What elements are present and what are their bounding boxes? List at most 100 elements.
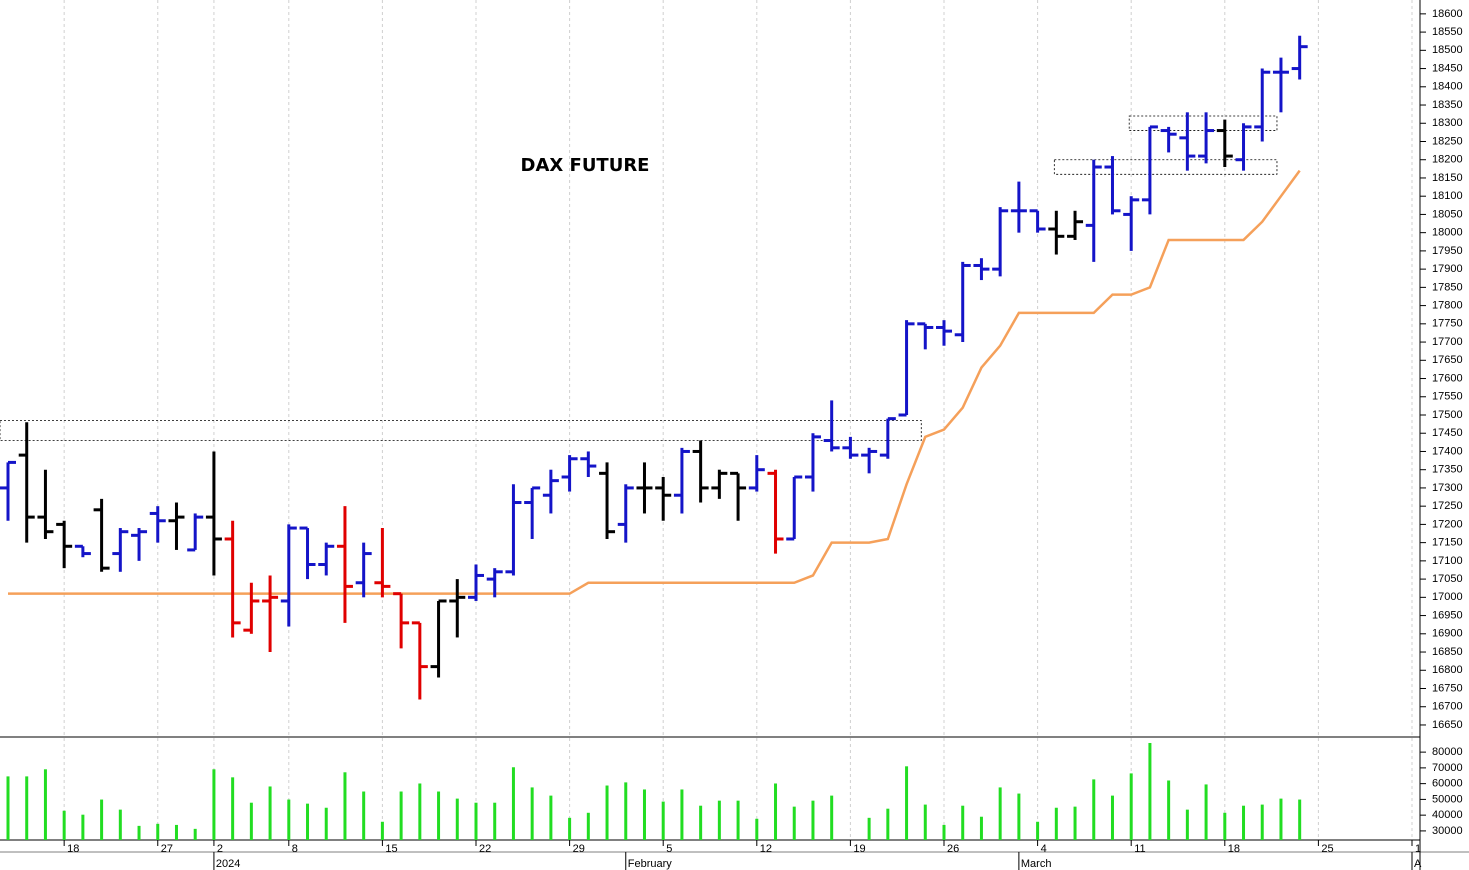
volume-bar [6, 776, 10, 840]
volume-bar [1223, 812, 1227, 840]
y-tick-label: 16800 [1432, 664, 1463, 676]
x-tick-label: 15 [385, 843, 397, 855]
volume-bar [324, 807, 328, 840]
y-tick-label: 18200 [1432, 154, 1463, 166]
y-tick-label: 17850 [1432, 281, 1463, 293]
volume-bar [886, 808, 890, 840]
y-tick-label: 17400 [1432, 445, 1463, 457]
x-tick-label: 19 [853, 843, 865, 855]
volume-bar [343, 772, 347, 840]
volume-bar [792, 806, 796, 840]
volume-bar [231, 777, 235, 840]
y-tick-label: 17700 [1432, 336, 1463, 348]
y-tick-label: 18600 [1432, 8, 1463, 20]
volume-bar [867, 817, 871, 840]
month-label: March [1021, 858, 1052, 870]
volume-bar [1298, 799, 1302, 840]
volume-bar [1054, 807, 1058, 840]
y-tick-label: 17200 [1432, 518, 1463, 530]
month-label: A [1414, 858, 1422, 870]
x-tick-label: 8 [292, 843, 298, 855]
volume-bar [736, 800, 740, 840]
volume-bar [549, 795, 553, 840]
x-tick-label: 25 [1321, 843, 1333, 855]
y-tick-label: 18500 [1432, 44, 1463, 56]
x-tick-label: 22 [479, 843, 491, 855]
volume-bar [137, 825, 141, 840]
volume-bar [605, 785, 609, 840]
volume-bar [493, 802, 497, 840]
y-tick-label: 17900 [1432, 263, 1463, 275]
y-tick-label: 18350 [1432, 99, 1463, 111]
volume-bar [1204, 784, 1208, 840]
y-tick-label: 18100 [1432, 190, 1463, 202]
y-tick-label: 60000 [1432, 778, 1463, 790]
volume-bar [942, 824, 946, 840]
y-tick-label: 17250 [1432, 500, 1463, 512]
volume-bar [1129, 773, 1133, 840]
y-tick-label: 16650 [1432, 719, 1463, 731]
y-tick-label: 50000 [1432, 793, 1463, 805]
y-tick-label: 17550 [1432, 391, 1463, 403]
volume-bar [905, 766, 909, 840]
x-tick-label: 12 [760, 843, 772, 855]
volume-bar [193, 828, 197, 840]
volume-bar [306, 803, 310, 840]
chart-title: DAX FUTURE [521, 155, 650, 176]
y-tick-label: 17600 [1432, 372, 1463, 384]
volume-bar [362, 791, 366, 840]
x-tick-label: 4 [1041, 843, 1047, 855]
volume-bar [418, 783, 422, 840]
volume-bar [661, 801, 665, 840]
volume-bar [923, 804, 927, 840]
volume-bar [1279, 798, 1283, 840]
month-label: February [628, 858, 673, 870]
y-tick-label: 18050 [1432, 208, 1463, 220]
y-tick-label: 16750 [1432, 682, 1463, 694]
y-tick-label: 18450 [1432, 62, 1463, 74]
y-tick-label: 80000 [1432, 746, 1463, 758]
y-tick-label: 17950 [1432, 245, 1463, 257]
x-tick-label: 11 [1134, 843, 1145, 855]
y-tick-label: 40000 [1432, 809, 1463, 821]
y-tick-label: 18000 [1432, 227, 1463, 239]
y-tick-label: 17300 [1432, 482, 1463, 494]
y-tick-label: 18150 [1432, 172, 1463, 184]
y-tick-label: 17750 [1432, 318, 1463, 330]
y-tick-label: 18300 [1432, 117, 1463, 129]
y-tick-label: 16900 [1432, 628, 1463, 640]
x-tick-label: 26 [947, 843, 959, 855]
volume-bar [1036, 821, 1040, 840]
volume-bar [979, 816, 983, 840]
volume-bar [212, 769, 216, 840]
volume-bar [1073, 806, 1077, 840]
volume-bar [530, 787, 534, 840]
volume-bar [62, 810, 66, 840]
x-tick-label: 1 [1415, 843, 1421, 855]
y-tick-label: 17000 [1432, 591, 1463, 603]
volume-bar [624, 782, 628, 840]
y-tick-label: 30000 [1432, 825, 1463, 837]
volume-bar [249, 802, 253, 840]
volume-bar [998, 787, 1002, 840]
volume-bar [474, 802, 478, 840]
volume-bar [1110, 795, 1114, 840]
volume-bar [811, 800, 815, 840]
y-tick-label: 16700 [1432, 701, 1463, 713]
y-tick-label: 18400 [1432, 81, 1463, 93]
volume-bar [174, 824, 178, 840]
volume-bar [680, 789, 684, 840]
volume-bar [156, 823, 160, 840]
zone [0, 420, 922, 441]
x-tick-label: 5 [666, 843, 672, 855]
volume-bar [755, 818, 759, 840]
y-tick-label: 17500 [1432, 409, 1463, 421]
volume-bar [287, 799, 291, 840]
y-tick-label: 17050 [1432, 573, 1463, 585]
volume-bar [25, 776, 29, 840]
volume-bar [1017, 793, 1021, 840]
volume-bar [1260, 804, 1264, 840]
x-tick-label: 18 [67, 843, 79, 855]
volume-bar [1092, 779, 1096, 840]
